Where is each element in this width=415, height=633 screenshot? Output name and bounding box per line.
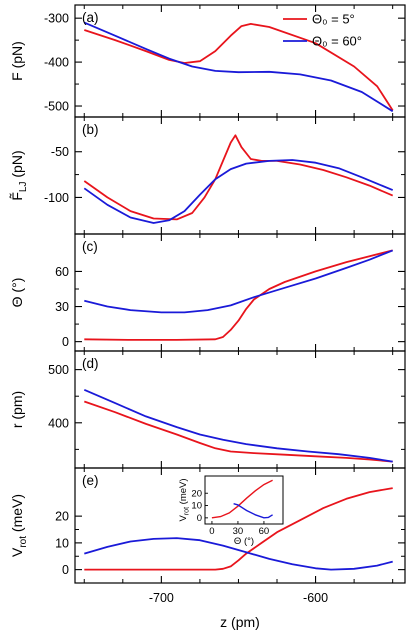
y-tick-label: -400 bbox=[44, 56, 69, 70]
series-line-theta60 bbox=[84, 537, 393, 571]
inset-series-group bbox=[211, 479, 273, 519]
series-group bbox=[84, 249, 394, 341]
y-tick-label: -300 bbox=[44, 12, 69, 26]
x-tick-label: -600 bbox=[303, 591, 328, 605]
y-tick-label: 0 bbox=[62, 335, 69, 349]
panel-frame bbox=[74, 350, 406, 469]
inset-x-tick-label: 30 bbox=[233, 526, 244, 537]
series-line-theta5 bbox=[84, 400, 393, 463]
inset-series-line-theta5 bbox=[211, 479, 273, 519]
series-line-theta60 bbox=[83, 388, 393, 463]
series-line-theta5 bbox=[84, 249, 393, 341]
y-tick-label: 60 bbox=[55, 265, 69, 279]
series-line-theta60 bbox=[83, 21, 394, 113]
y-axis-label: Θ (°) bbox=[9, 278, 25, 308]
panel-frame bbox=[74, 467, 406, 584]
panel-b: -50 -100 (b) F̃LJ (pN) bbox=[9, 116, 406, 235]
legend-label: Θ₀ = 5° bbox=[312, 12, 355, 27]
y-axis-label: r (pm) bbox=[9, 391, 25, 428]
x-axis-label: z (pm) bbox=[220, 614, 260, 630]
y-tick-label: 30 bbox=[55, 300, 69, 314]
series-line-theta60 bbox=[84, 249, 394, 314]
series-group bbox=[83, 388, 393, 463]
y-axis-label: F̃LJ (pN) bbox=[9, 150, 29, 200]
legend-label: Θ₀ = 60° bbox=[312, 34, 362, 49]
y-tick-label: -500 bbox=[44, 100, 69, 114]
y-tick-label: 400 bbox=[48, 416, 69, 430]
y-axis-label: F (pN) bbox=[9, 41, 25, 81]
panel-a: -300 -400 -500 (a) F (pN) Θ₀ = 5° Θ₀ = 60° bbox=[9, 4, 406, 118]
inset-y-tick-label: 0 bbox=[197, 513, 202, 524]
inset-x-tick-label: 60 bbox=[259, 526, 270, 537]
y-tick-label: -50 bbox=[51, 145, 69, 159]
series-group bbox=[84, 487, 393, 571]
inset-x-axis-label: Θ (°) bbox=[234, 536, 254, 547]
y-tick-label: -100 bbox=[44, 191, 69, 205]
panel-letter: (d) bbox=[82, 356, 99, 371]
y-tick-label: 0 bbox=[62, 563, 69, 577]
series-line-theta5 bbox=[83, 134, 394, 221]
series-group bbox=[83, 134, 394, 224]
y-tick-label: 20 bbox=[55, 510, 69, 524]
inset-y-axis-label: Vrot (meV) bbox=[178, 478, 191, 521]
series-line-theta60 bbox=[83, 159, 394, 224]
panel-c: 0 30 60 (c) Θ (°) bbox=[9, 233, 406, 352]
x-tick-label: -700 bbox=[149, 591, 174, 605]
panel-letter: (b) bbox=[82, 122, 99, 137]
series-line-theta5 bbox=[84, 487, 393, 571]
plot-area: -300-400-500(a)F (pN)Θ₀ = 5°Θ₀ = 60°-50-… bbox=[9, 4, 406, 630]
panel-letter: (e) bbox=[82, 473, 99, 488]
y-axis-label: Vrot (meV) bbox=[9, 494, 29, 557]
legend: Θ₀ = 5° Θ₀ = 60° bbox=[283, 12, 362, 49]
y-tick-label: 500 bbox=[48, 363, 69, 377]
panel-frame bbox=[74, 4, 406, 118]
inset-x-tick-label: 0 bbox=[209, 526, 214, 537]
series-group bbox=[83, 21, 394, 113]
series-line-theta5 bbox=[84, 22, 394, 111]
panel-frame bbox=[74, 233, 406, 352]
inset-y-tick-label: 20 bbox=[191, 488, 202, 499]
y-tick-label: 10 bbox=[55, 536, 69, 550]
inset-y-tick-label: 10 bbox=[191, 501, 202, 512]
panel-letter: (a) bbox=[82, 10, 99, 25]
panel-d: 400 500 (d) r (pm) bbox=[9, 350, 406, 469]
inset-series-line-theta60 bbox=[233, 503, 273, 519]
panel-letter: (c) bbox=[82, 239, 98, 254]
